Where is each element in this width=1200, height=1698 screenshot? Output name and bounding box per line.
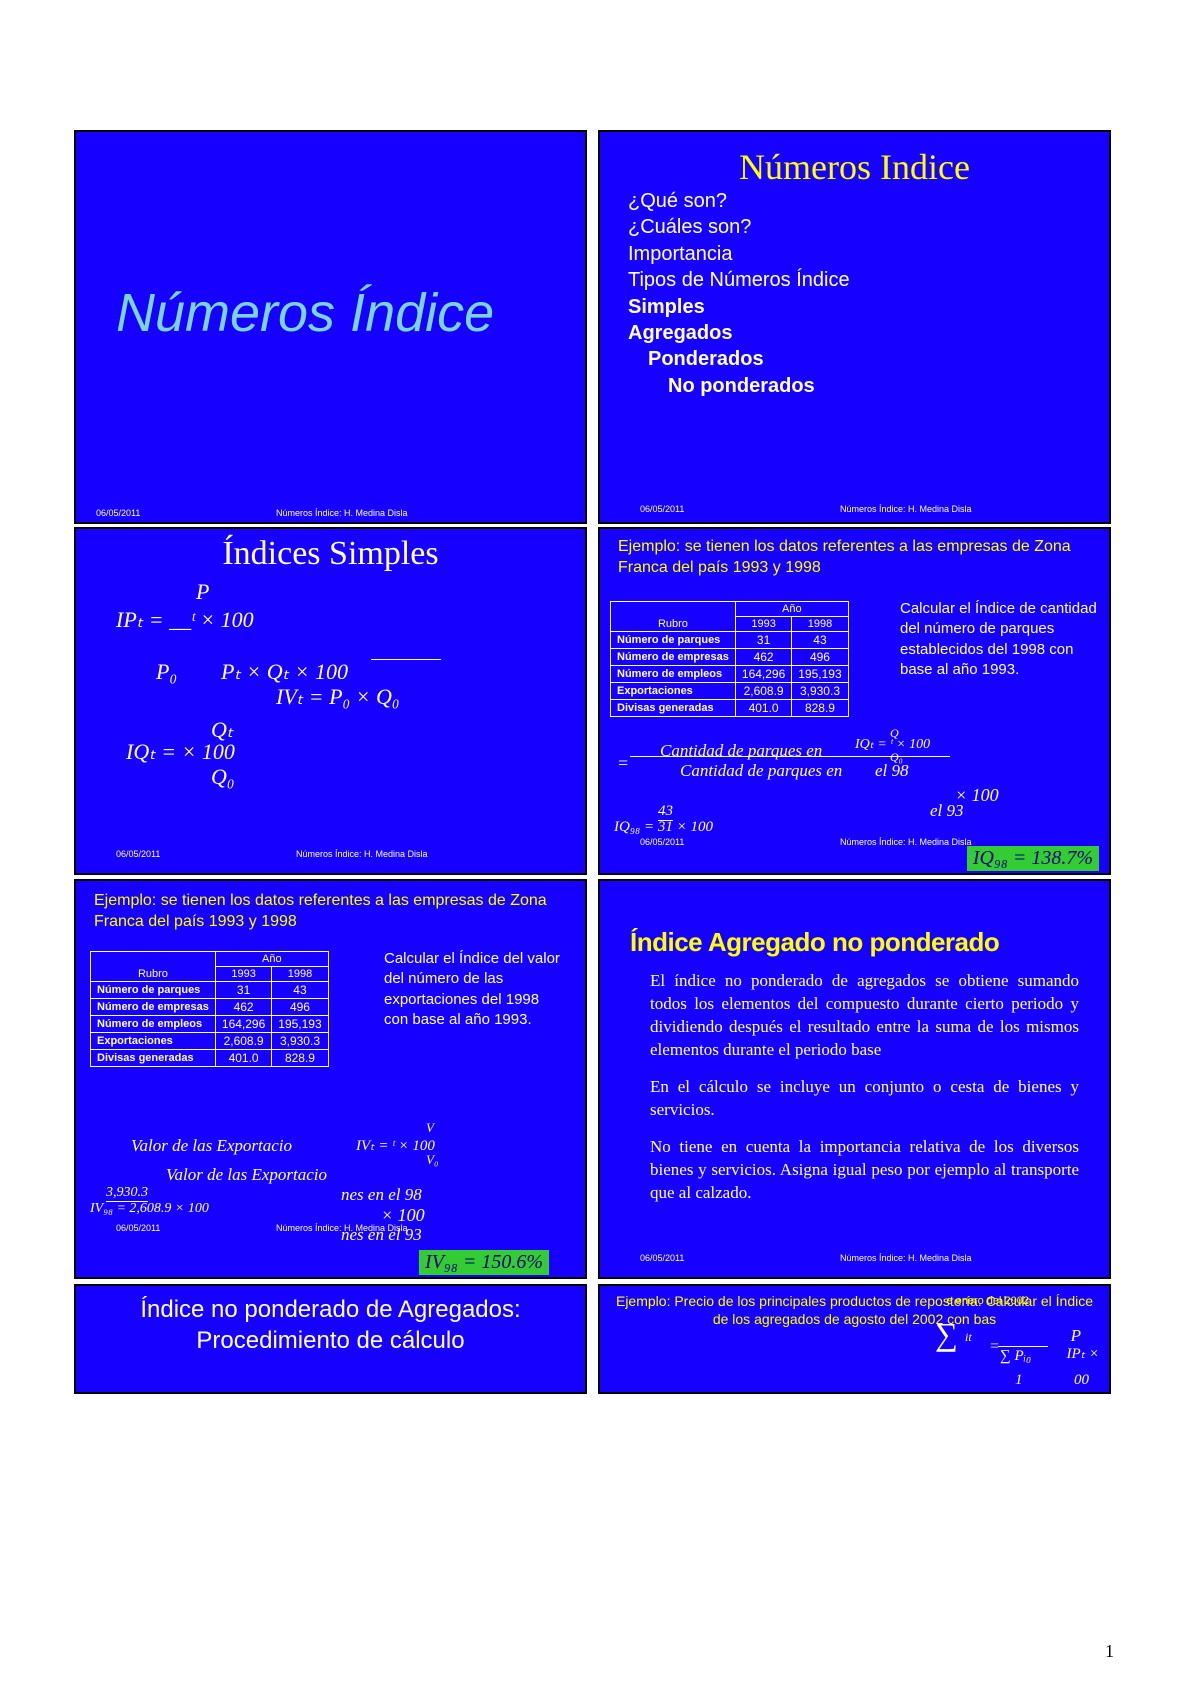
formula-iv: IVₜ = P₀ × Q₀ [276, 684, 400, 710]
right-top: P [1071, 1326, 1081, 1346]
table-row: Número de empleos164,296195,193 [91, 1016, 329, 1033]
table-row: Número de parques3143 [611, 632, 849, 649]
slide-4-result: IQ₉₈ = 138.7% [967, 846, 1099, 871]
frac-line [630, 756, 950, 757]
eq-sign: = [618, 753, 628, 774]
year-1998: 1998 [272, 967, 328, 982]
footer-date: 06/05/2011 [116, 1223, 160, 1233]
slide-4-header: Ejemplo: se tienen los datos referentes … [600, 529, 1109, 583]
right-mid: IPₜ × [1067, 1344, 1099, 1363]
slide-3-title: Índices Simples [76, 535, 585, 573]
footer-date: 06/05/2011 [640, 837, 684, 847]
eq: = [990, 1338, 999, 1356]
slide-2-outline: Números Indice ¿Qué son?¿Cuáles son?Impo… [598, 130, 1111, 524]
slide-6-p1: El índice no ponderado de agregados se o… [650, 970, 1079, 1062]
slide-8-example-reposteria: Ejemplo: Precio de los principales produ… [598, 1284, 1111, 1394]
page-number: 1 [1105, 1641, 1114, 1662]
m2: Cantidad de parques en [680, 761, 842, 781]
slide-6-p2: En el cálculo se incluye un conjunto o c… [650, 1076, 1079, 1122]
slide-6-title: Índice Agregado no ponderado [630, 927, 1109, 958]
m3r: el 93 [930, 801, 964, 821]
m1: Cantidad de parques en [660, 741, 822, 761]
m1bbot: V₀ [426, 1152, 438, 1168]
table-row: Número de parques3143 [91, 982, 329, 999]
footer-author: Números Índice: H. Medina Disla [840, 504, 972, 514]
table-row: Número de empresas462496 [611, 649, 849, 666]
outline-item: Importancia [628, 241, 1109, 267]
m3b: nes en el 98 [341, 1185, 422, 1205]
footer-date: 06/05/2011 [640, 504, 684, 514]
sigma: ∑ [935, 1316, 958, 1353]
slide-5-calc-text: Calcular el Índice del valor del número … [384, 949, 567, 1030]
formula-ptqt: Pₜ × Qₜ × 100 [221, 659, 348, 685]
table-row: Número de empresas462496 [91, 999, 329, 1016]
m4: IV₉₈ = 2,608.9 × 100 [90, 1201, 209, 1217]
col-rubro: Rubro [611, 602, 736, 632]
slide-6-p3: No tiene en cuenta la importancia relati… [650, 1136, 1079, 1205]
col-year: Año [215, 952, 328, 967]
slide-5-example-exportaciones: Ejemplo: se tienen los datos referentes … [74, 879, 587, 1279]
formula-p0: P₀ [156, 659, 177, 685]
slide-5-header: Ejemplo: se tienen los datos referentes … [76, 881, 585, 937]
slide-8-header: Ejemplo: Precio de los principales produ… [600, 1286, 1109, 1330]
table-row: Divisas generadas401.0828.9 [611, 700, 849, 717]
slide-7-procedure: Índice no ponderado de Agregados: Proced… [74, 1284, 587, 1394]
frac-top: it [965, 1330, 972, 1345]
outline-item: ¿Cuáles son? [628, 214, 1109, 240]
outline-item: No ponderados [668, 373, 1109, 399]
slide-1-heading: Números Índice [116, 282, 494, 344]
m1a: Valor de las Exportacio [131, 1136, 292, 1156]
slide-4-table-wrap: RubroAño 19931998 Número de parques3143N… [610, 601, 849, 717]
footer-author: Números Índice: H. Medina Disla [276, 1223, 408, 1233]
m1btop: V [426, 1120, 434, 1136]
m4: IQ₉₈ = 31 × 100 [614, 819, 713, 836]
m2: Valor de las Exportacio [166, 1165, 327, 1185]
col-year: Año [735, 602, 848, 617]
formula-q0: Q₀ [211, 764, 235, 790]
slide-8-extra: e enero del 2002 [946, 1294, 1029, 1308]
footer-date: 06/05/2011 [116, 849, 160, 859]
slide-2-title: Números Indice [600, 146, 1109, 188]
year-1993: 1993 [215, 967, 271, 982]
footer-author: Números Índice: H. Medina Disla [296, 849, 428, 859]
slide-4-example-parques: Ejemplo: se tienen los datos referentes … [598, 527, 1111, 875]
formula-line [371, 659, 441, 660]
slide-5-table-wrap: RubroAño 19931998 Número de parques3143N… [90, 951, 329, 1067]
slide-5-table: RubroAño 19931998 Número de parques3143N… [90, 951, 329, 1067]
slide-5-result: IV₉₈ = 150.6% [419, 1250, 549, 1275]
year-1993: 1993 [735, 617, 791, 632]
num00: 00 [1074, 1372, 1089, 1389]
slide-1-title: Números Índice 06/05/2011 Números Índice… [74, 130, 587, 524]
formula-p: P [196, 579, 209, 605]
frac-bot: ∑ Pᵢ₀ [1000, 1348, 1031, 1365]
outline-item: Simples [628, 294, 1109, 320]
slide-3-simple-indices: Índices Simples P IPₜ = __ᵗ × 100 P₀ Pₜ … [74, 527, 587, 875]
col-rubro: Rubro [91, 952, 216, 982]
m1b: IVₜ = ᵗ × 100 [356, 1136, 435, 1155]
slide-6-agregado-no-ponderado: Índice Agregado no ponderado El índice n… [598, 879, 1111, 1279]
slide-4-table: RubroAño 19931998 Número de parques3143N… [610, 601, 849, 717]
slide-4-calc-text: Calcular el Índice de cantidad del númer… [900, 599, 1097, 680]
year-1998: 1998 [792, 617, 848, 632]
table-row: Exportaciones2,608.93,930.3 [91, 1033, 329, 1050]
footer-date: 06/05/2011 [96, 508, 140, 518]
table-row: Exportaciones2,608.93,930.3 [611, 683, 849, 700]
outline-item: Ponderados [648, 346, 1109, 372]
num1: 1 [1015, 1372, 1023, 1389]
frac-line [998, 1346, 1048, 1347]
outline-item: Tipos de Números Índice [628, 267, 1109, 293]
table-row: Divisas generadas401.0828.9 [91, 1050, 329, 1067]
footer-date: 06/05/2011 [640, 1253, 684, 1263]
formula-iq: IQₜ = × 100 [126, 739, 235, 765]
footer-author: Números Índice: H. Medina Disla [276, 508, 408, 518]
m2r: el 98 [875, 761, 909, 781]
footer-author: Números Índice: H. Medina Disla [840, 837, 972, 847]
outline-item: Agregados [628, 320, 1109, 346]
slide-7-title: Índice no ponderado de Agregados: Proced… [76, 1286, 585, 1356]
outline-item: ¿Qué son? [628, 188, 1109, 214]
footer-author: Números Índice: H. Medina Disla [840, 1253, 972, 1263]
table-row: Número de empleos164,296195,193 [611, 666, 849, 683]
m3a: 3,930.3 [106, 1185, 148, 1202]
formula-ip: IPₜ = __ᵗ × 100 [116, 607, 254, 633]
